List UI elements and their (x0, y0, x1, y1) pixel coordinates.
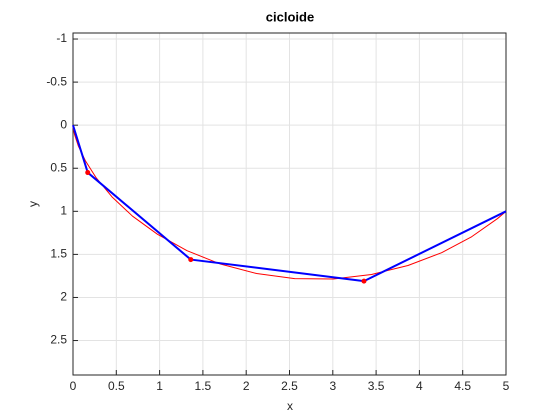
x-tick-label: 5 (503, 379, 510, 393)
y-tick-label: 0.5 (50, 160, 67, 174)
x-tick-label: 3 (329, 379, 336, 393)
point (85, 170, 91, 176)
x-tick-label: 1 (156, 379, 163, 393)
chart-title: cicloide (266, 9, 314, 24)
point (361, 278, 367, 284)
x-tick-label: 0.5 (108, 379, 125, 393)
x-tick-label: 0 (70, 379, 77, 393)
y-tick-label: 0 (60, 117, 67, 131)
y-tick-label: 1 (60, 203, 67, 217)
y-tick-label: 2.5 (50, 333, 67, 347)
x-tick-label: 2 (243, 379, 250, 393)
y-axis-label: y (26, 201, 40, 207)
x-tick-label: 3.5 (368, 379, 385, 393)
x-tick-label: 4.5 (454, 379, 471, 393)
x-tick-label: 4 (416, 379, 423, 393)
x-tick-label: 1.5 (195, 379, 212, 393)
x-axis-label: x (287, 399, 293, 413)
axes-box (72, 32, 507, 376)
x-tick-label: 2.5 (281, 379, 298, 393)
point (188, 257, 194, 263)
y-tick-label: -1 (56, 31, 67, 45)
y-tick-label: 1.5 (50, 247, 67, 261)
y-tick-label: 2 (60, 290, 67, 304)
y-tick-label: -0.5 (46, 74, 67, 88)
